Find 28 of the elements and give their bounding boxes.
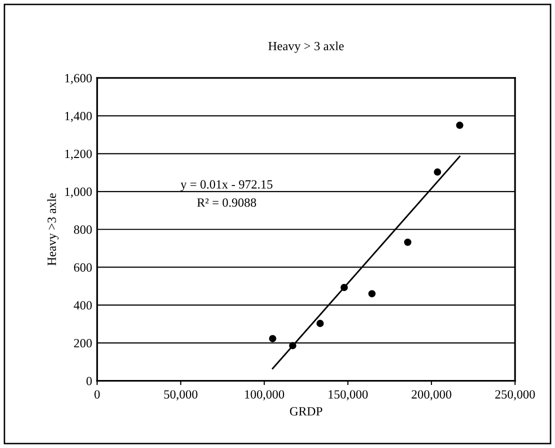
- x-tick-label: 100,000: [245, 390, 284, 400]
- y-tick-label: 600: [74, 263, 92, 272]
- x-tick-label: 200,000: [412, 390, 452, 400]
- y-tick-label: 0: [86, 376, 92, 386]
- point: [340, 284, 348, 292]
- annotation: R² = 0.9088: [197, 198, 256, 207]
- y-tick-label: 400: [74, 301, 92, 310]
- x-axis-title: GRDP: [290, 407, 322, 416]
- point: [404, 238, 412, 246]
- y-tick-label: 1,600: [65, 74, 92, 84]
- point: [289, 342, 296, 350]
- x-tick-label: 0: [94, 390, 100, 399]
- point: [434, 168, 442, 176]
- point: [316, 320, 324, 328]
- y-tick-label: 1,200: [65, 150, 92, 160]
- point: [368, 290, 376, 298]
- y-tick-label: 800: [74, 225, 92, 234]
- x-tick-label: 150,000: [328, 390, 368, 400]
- annotation: y = 0.01x - 972.15: [180, 180, 272, 192]
- point: [456, 122, 464, 129]
- x-tick-label: 250,000: [495, 390, 535, 400]
- chart-title: Heavy > 3 axle: [268, 42, 344, 53]
- y-tick-label: 200: [74, 338, 92, 348]
- x-tick-label: 50,000: [164, 390, 198, 400]
- y-tick-label: 1,400: [65, 112, 92, 122]
- point: [269, 334, 276, 342]
- y-tick-label: 1,000: [65, 188, 92, 198]
- y-axis-title: Heavy >3 axle: [47, 193, 59, 266]
